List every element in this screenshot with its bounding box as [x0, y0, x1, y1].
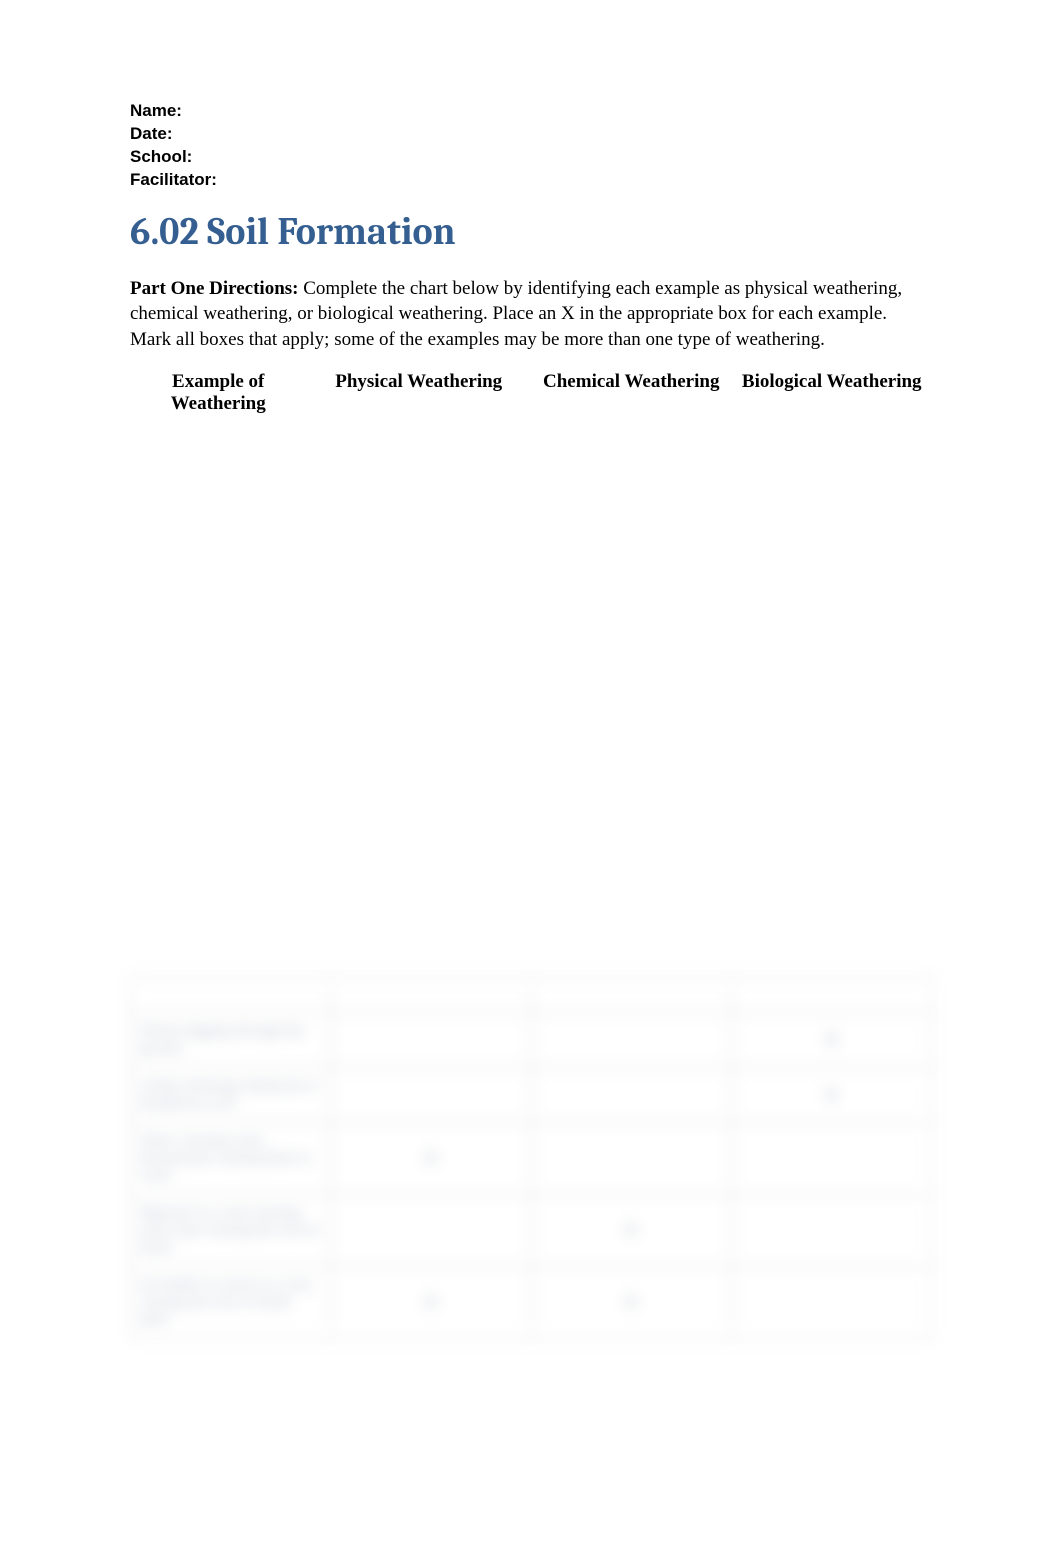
col-header-example: Example of Weathering: [130, 371, 306, 417]
cell-chemical: [531, 1123, 731, 1195]
cell-example: Minerals in a rock reacting with water c…: [131, 1195, 331, 1267]
cell-chemical: [531, 977, 731, 1013]
cell-biological: [731, 1195, 931, 1267]
table-row: Ice builds in cracks in a rock causing t…: [131, 1267, 932, 1339]
cell-physical: X: [331, 1123, 531, 1195]
table-row: Worms digging through the ground X: [131, 1013, 932, 1068]
table-row: Water carrying rocks downstream causing …: [131, 1123, 932, 1195]
weathering-table-body: Worms digging through the ground X Liche…: [130, 976, 932, 1339]
page-title: 6.02 Soil Formation: [130, 210, 932, 254]
cell-chemical: [531, 1068, 731, 1123]
blurred-preview-region: Worms digging through the ground X Liche…: [130, 976, 932, 1339]
cell-chemical: X: [531, 1195, 731, 1267]
directions-paragraph: Part One Directions: Complete the chart …: [130, 276, 932, 353]
col-header-biological: Biological Weathering: [731, 371, 932, 417]
cell-example: Lichen releasing chemicals to breakdown …: [131, 1068, 331, 1123]
directions-lead: Part One Directions:: [130, 278, 299, 299]
cell-physical: [331, 977, 531, 1013]
cell-example: Worms digging through the ground: [131, 1013, 331, 1068]
cell-biological: X: [731, 1068, 931, 1123]
cell-biological: [731, 1123, 931, 1195]
date-label: Date:: [130, 123, 173, 146]
cell-biological: [731, 977, 931, 1013]
cell-chemical: X: [531, 1267, 731, 1339]
cell-physical: [331, 1068, 531, 1123]
cell-physical: X: [331, 1267, 531, 1339]
cell-biological: [731, 1267, 931, 1339]
cell-example: Water carrying rocks downstream causing …: [131, 1123, 331, 1195]
table-row: Lichen releasing chemicals to breakdown …: [131, 1068, 932, 1123]
cell-biological: X: [731, 1013, 931, 1068]
cell-physical: [331, 1013, 531, 1068]
cell-example: [131, 977, 331, 1013]
table-row: [131, 977, 932, 1013]
table-row: Minerals in a rock reacting with water c…: [131, 1195, 932, 1267]
facilitator-label: Facilitator:: [130, 169, 217, 192]
cell-physical: [331, 1195, 531, 1267]
col-header-physical: Physical Weathering: [306, 371, 531, 417]
name-label: Name:: [130, 100, 182, 123]
school-label: School:: [130, 146, 192, 169]
weathering-table-header: Example of Weathering Physical Weatherin…: [130, 371, 932, 417]
cell-example: Ice builds in cracks in a rock causing t…: [131, 1267, 331, 1339]
col-header-chemical: Chemical Weathering: [531, 371, 732, 417]
worksheet-meta: Name: Date: School: Facilitator:: [130, 100, 932, 192]
cell-chemical: [531, 1013, 731, 1068]
